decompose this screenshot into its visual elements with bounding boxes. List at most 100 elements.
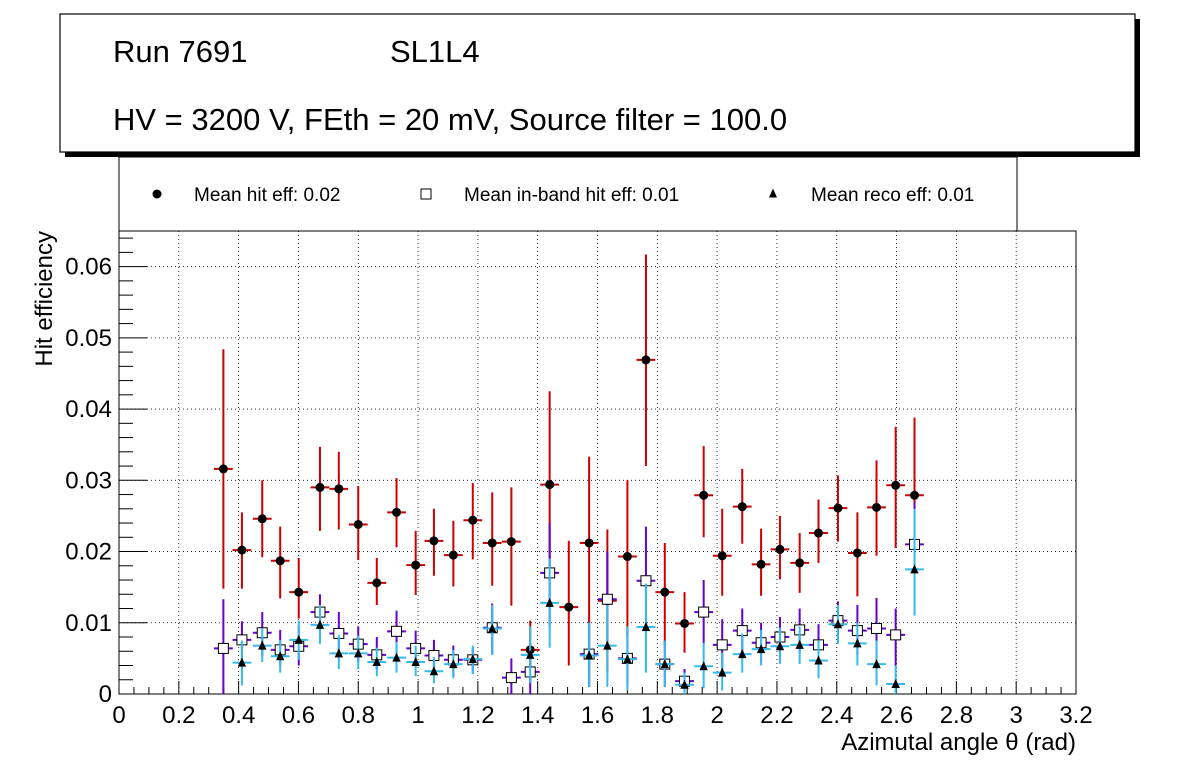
y-tick-label: 0.03 bbox=[65, 467, 112, 494]
x-tick-label: 1.6 bbox=[581, 702, 614, 729]
x-tick-label: 1.2 bbox=[461, 702, 494, 729]
hit-point bbox=[699, 490, 709, 500]
x-axis-title: Azimutal angle θ (rad) bbox=[841, 729, 1076, 756]
x-tick-label: 0.6 bbox=[282, 702, 315, 729]
reco-point bbox=[334, 648, 344, 658]
y-axis-title: Hit efficiency bbox=[31, 231, 58, 367]
hit-point bbox=[833, 503, 843, 513]
x-tick-label: 2.6 bbox=[880, 702, 913, 729]
reco-point bbox=[315, 619, 325, 629]
reco-point bbox=[795, 639, 804, 649]
y-tick-label: 0.04 bbox=[65, 396, 112, 423]
run-label: Run 7691 bbox=[113, 34, 247, 69]
title-box bbox=[59, 13, 1136, 153]
hit-point bbox=[775, 544, 785, 554]
hit-point bbox=[487, 538, 497, 548]
hit-point bbox=[584, 538, 594, 548]
reco-point bbox=[680, 679, 689, 689]
reco-point bbox=[275, 651, 285, 661]
reco-point bbox=[392, 652, 401, 662]
reco-point bbox=[258, 640, 267, 650]
hit-point bbox=[257, 514, 267, 524]
x-tick-label: 1.4 bbox=[521, 702, 554, 729]
hit-point bbox=[852, 548, 862, 558]
hit-point bbox=[429, 536, 439, 546]
x-tick-label: 3 bbox=[1010, 702, 1023, 729]
reco-point bbox=[603, 640, 612, 650]
inband-point bbox=[601, 593, 613, 605]
reco-point bbox=[372, 656, 381, 666]
hit-point bbox=[218, 464, 228, 474]
reco-point bbox=[738, 649, 747, 659]
inband-point bbox=[698, 606, 710, 618]
hit-point bbox=[448, 550, 458, 560]
hit-point bbox=[680, 618, 690, 628]
reco-point bbox=[449, 659, 458, 669]
x-tick-label: 0.8 bbox=[342, 702, 375, 729]
hit-point bbox=[334, 484, 344, 494]
x-tick-label: 1 bbox=[411, 702, 424, 729]
hit-point bbox=[294, 587, 304, 597]
reco-point bbox=[468, 654, 477, 664]
hit-point bbox=[237, 545, 247, 555]
hit-point bbox=[756, 559, 766, 569]
hit-point bbox=[872, 502, 882, 512]
hit-point bbox=[545, 480, 555, 490]
x-axis-ticks: 0 0.2 0.4 0.6 0.8 1 1.2 1.4 1.6 1.8 2 2.2 2.4 2.6 2.8 3… bbox=[112, 681, 1093, 729]
reco-point bbox=[623, 654, 632, 664]
hit-point bbox=[737, 502, 747, 512]
hit-point bbox=[814, 528, 824, 538]
hit-point bbox=[660, 587, 670, 597]
hit-point bbox=[910, 490, 920, 500]
reco-point bbox=[872, 659, 881, 669]
conditions-label: HV = 3200 V, FEth = 20 mV, Source filter… bbox=[113, 102, 787, 137]
y-tick-label: 0.06 bbox=[65, 254, 112, 281]
hit-point bbox=[891, 480, 901, 490]
inband-point bbox=[871, 622, 883, 634]
reco-point bbox=[910, 564, 919, 574]
reco-point bbox=[814, 655, 823, 665]
reco-point bbox=[584, 650, 594, 660]
hit-point bbox=[315, 482, 325, 492]
x-tick-label: 3.2 bbox=[1059, 702, 1092, 729]
hit-point bbox=[506, 537, 516, 547]
inband-point bbox=[391, 625, 403, 637]
legend-hit-marker bbox=[152, 189, 162, 199]
y-tick-label: 0.02 bbox=[65, 539, 112, 566]
legend-reco-marker bbox=[769, 188, 777, 198]
x-tick-label: 2.4 bbox=[820, 702, 853, 729]
reco-point bbox=[699, 661, 708, 671]
x-tick-label: 0.4 bbox=[222, 702, 255, 729]
hit-point bbox=[353, 519, 363, 529]
inband-point bbox=[217, 642, 229, 654]
reco-point bbox=[354, 648, 363, 658]
x-tick-label: 1.8 bbox=[641, 702, 674, 729]
hit-point bbox=[392, 507, 402, 517]
inband-point bbox=[890, 629, 902, 641]
y-axis-ticks: 0 0.01 0.02 0.03 0.04 0.05 0.06 bbox=[65, 237, 147, 708]
y-tick-label: 0.01 bbox=[65, 610, 112, 637]
x-tick-label: 2 bbox=[710, 702, 723, 729]
x-tick-label: 0 bbox=[112, 702, 125, 729]
x-tick-label: 2.2 bbox=[760, 702, 793, 729]
hit-point bbox=[622, 552, 632, 562]
y-tick-label: 0.05 bbox=[65, 325, 112, 352]
hit-point bbox=[641, 355, 651, 365]
hit-point bbox=[411, 560, 421, 570]
hit-point bbox=[275, 556, 285, 566]
layer-label: SL1L4 bbox=[390, 34, 480, 69]
reco-point bbox=[756, 644, 766, 654]
series-hit-efficiency bbox=[213, 254, 924, 687]
legend-box bbox=[118, 156, 1018, 232]
reco-point bbox=[237, 657, 247, 667]
reco-point bbox=[488, 623, 497, 633]
reco-point bbox=[853, 638, 862, 648]
legend-reco-label: Mean reco eff: 0.01 bbox=[811, 185, 974, 206]
hit-point bbox=[372, 578, 382, 588]
reco-point bbox=[294, 634, 303, 644]
reco-point bbox=[775, 641, 785, 651]
reco-point bbox=[891, 679, 900, 689]
inband-point bbox=[716, 639, 728, 651]
x-tick-label: 0.2 bbox=[162, 702, 195, 729]
